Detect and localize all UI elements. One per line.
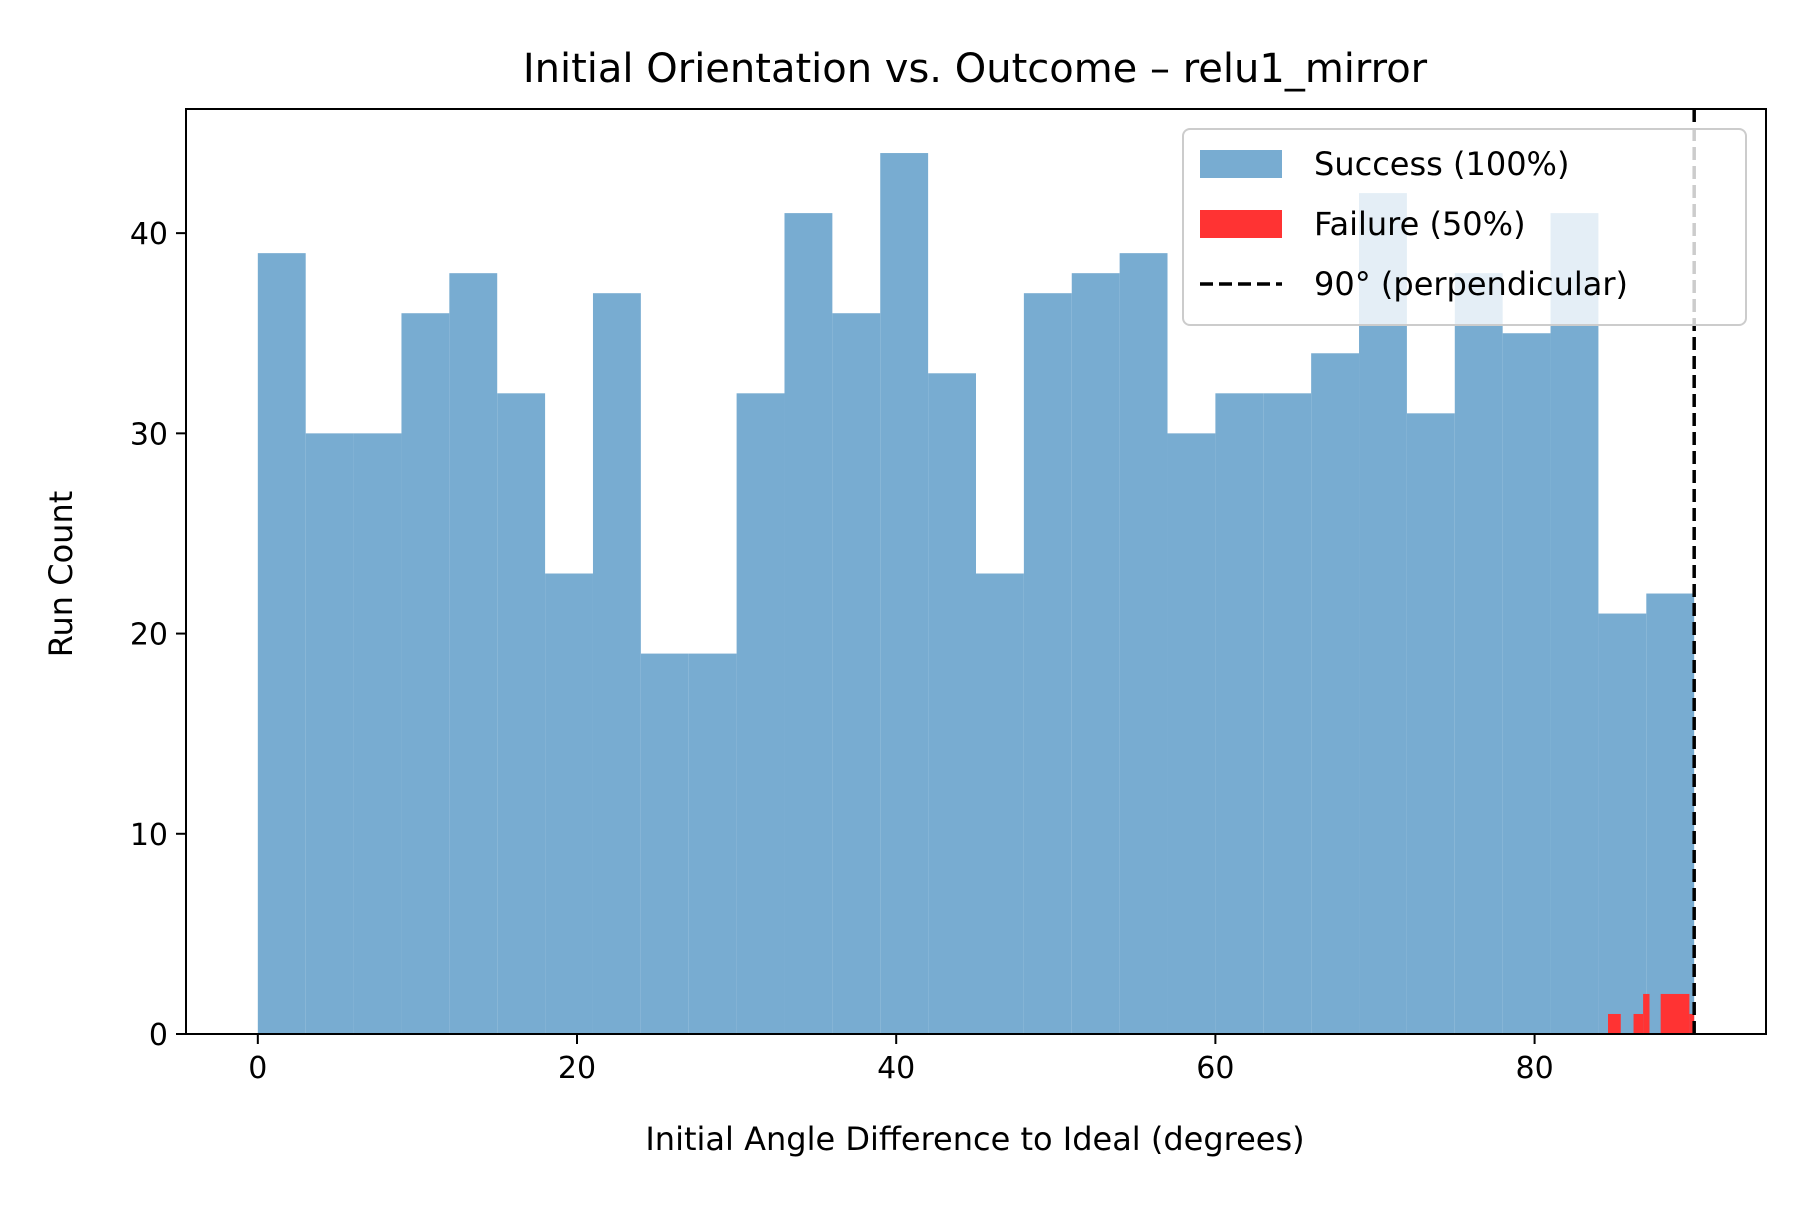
x-tick-label: 40 xyxy=(877,1051,915,1086)
success-bar xyxy=(688,653,737,1034)
series-success xyxy=(257,153,1695,1035)
x-tick-label: 20 xyxy=(558,1051,596,1086)
success-bar xyxy=(353,433,402,1034)
success-bar xyxy=(305,433,354,1034)
legend-success-label: Success (100%) xyxy=(1314,145,1569,183)
axes-layer: 0 20 40 60 80 0 10 20 30 40 xyxy=(130,108,1767,1086)
success-bar xyxy=(1215,393,1264,1034)
success-bar xyxy=(976,573,1024,1034)
success-bar xyxy=(1119,253,1168,1035)
failure-bar xyxy=(1643,993,1650,1034)
success-bar xyxy=(1646,593,1695,1034)
x-tick-label: 80 xyxy=(1515,1051,1553,1086)
success-bar xyxy=(1071,273,1120,1034)
success-bar xyxy=(1406,413,1455,1035)
success-bar xyxy=(784,213,833,1034)
chart-title: Initial Orientation vs. Outcome – relu1_… xyxy=(523,46,1428,92)
success-bar xyxy=(640,653,689,1034)
legend-reference-label: 90° (perpendicular) xyxy=(1314,265,1628,303)
success-bar xyxy=(592,293,641,1035)
success-bar xyxy=(449,273,498,1034)
success-bar xyxy=(736,393,785,1034)
success-bar xyxy=(1359,193,1407,1034)
x-tick-label: 0 xyxy=(248,1051,267,1086)
success-bar xyxy=(880,153,929,1035)
success-bar xyxy=(497,393,546,1034)
failure-bar xyxy=(1608,1013,1621,1034)
success-bar xyxy=(1167,433,1216,1034)
success-bar xyxy=(257,253,306,1035)
success-bar xyxy=(1598,613,1647,1034)
success-bar xyxy=(1263,393,1312,1034)
legend-failure-swatch xyxy=(1200,210,1282,238)
y-tick-label: 20 xyxy=(130,618,168,653)
bars-layer xyxy=(257,153,1695,1035)
success-bar xyxy=(928,373,976,1034)
y-tick-label: 10 xyxy=(130,818,168,853)
failure-bar xyxy=(1633,1013,1644,1034)
y-tick-label: 0 xyxy=(149,1018,168,1053)
failure-bar xyxy=(1689,1013,1695,1034)
success-bar xyxy=(1550,213,1599,1034)
plot-frame xyxy=(185,108,1767,1035)
success-bar xyxy=(1502,333,1551,1034)
x-tick-label: 60 xyxy=(1196,1051,1234,1086)
success-bar xyxy=(832,313,881,1034)
success-bar xyxy=(1023,293,1072,1035)
success-bar xyxy=(545,573,593,1034)
series-failure xyxy=(1608,993,1695,1034)
success-bar xyxy=(1454,273,1503,1034)
legend-failure-label: Failure (50%) xyxy=(1314,205,1526,243)
y-tick-label: 30 xyxy=(130,417,168,452)
success-bar xyxy=(401,313,450,1034)
legend: Success (100%) Failure (50%) 90° (perpendi… xyxy=(1182,128,1747,326)
x-axis-label: Initial Angle Difference to Ideal (degre… xyxy=(645,1120,1304,1158)
legend-success-swatch xyxy=(1200,150,1282,178)
legend-box xyxy=(1182,128,1747,326)
y-tick-label: 40 xyxy=(130,217,168,252)
y-axis-label: Run Count xyxy=(42,491,80,658)
success-bar xyxy=(1311,353,1360,1035)
failure-bar xyxy=(1660,993,1690,1034)
